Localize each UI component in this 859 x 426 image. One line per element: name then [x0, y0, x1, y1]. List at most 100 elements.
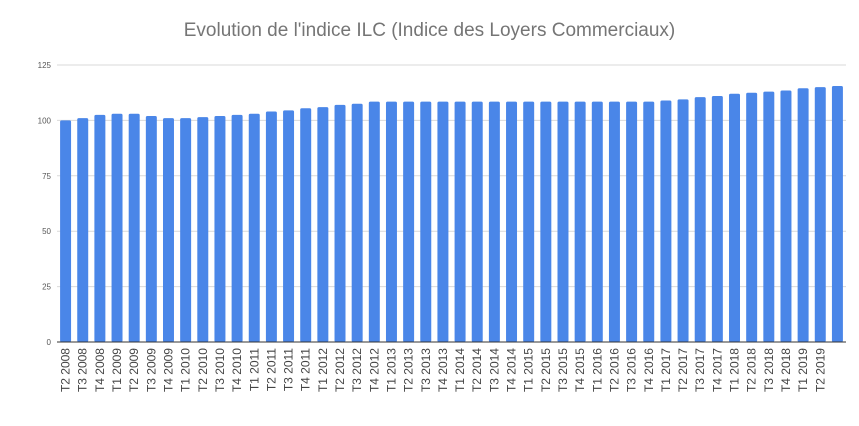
x-tick-label: T1 2009: [110, 348, 124, 392]
y-tick-label: 25: [42, 283, 51, 292]
x-tick-label: T3 2009: [144, 348, 158, 392]
x-tick-label: T4 2017: [710, 348, 724, 392]
bar: [814, 87, 826, 342]
bar: [574, 101, 586, 343]
bar: [797, 88, 809, 342]
x-tick-label: T3 2018: [762, 348, 776, 392]
bar: [300, 108, 312, 342]
bar: [111, 113, 123, 342]
x-tick-label: T2 2010: [196, 348, 210, 392]
bar: [746, 92, 758, 342]
bar: [145, 115, 157, 342]
bar: [677, 99, 689, 343]
bar: [94, 114, 106, 342]
bar: [385, 101, 397, 343]
bar: [488, 101, 500, 343]
x-tick-label: T1 2014: [453, 348, 467, 392]
bar: [626, 101, 638, 343]
x-tick-label: T2 2019: [813, 348, 827, 392]
bar: [403, 101, 415, 343]
bar: [214, 115, 226, 342]
bar: [420, 101, 432, 343]
y-tick-label: 100: [38, 116, 52, 125]
bar: [128, 113, 140, 342]
bar: [831, 86, 843, 342]
bar: [437, 101, 449, 343]
bar: [60, 120, 72, 343]
x-tick-label: T2 2014: [470, 348, 484, 392]
x-tick-label: T3 2013: [419, 348, 433, 392]
bar: [197, 117, 209, 343]
bar: [660, 100, 672, 343]
x-tick-label: T1 2013: [384, 348, 398, 392]
x-tick-label: T2 2008: [59, 348, 73, 392]
y-tick-label: 0: [47, 338, 52, 347]
x-tick-label: T1 2012: [316, 348, 330, 392]
bar: [180, 118, 192, 343]
x-tick-label: T4 2011: [299, 348, 313, 391]
bar: [265, 111, 277, 342]
bar: [711, 96, 723, 342]
x-tick-label: T2 2009: [127, 348, 141, 392]
bar: [231, 114, 243, 342]
bar: [283, 110, 295, 342]
x-tick-label: T1 2015: [522, 348, 536, 392]
x-tick-label: T4 2013: [436, 348, 450, 392]
bar: [334, 104, 346, 342]
x-tick-label: T3 2016: [625, 348, 639, 392]
x-tick-label: T2 2011: [264, 348, 278, 391]
bar: [317, 107, 329, 342]
x-tick-label: T1 2018: [728, 348, 742, 392]
bar: [694, 97, 706, 342]
x-tick-label: T2 2018: [745, 348, 759, 392]
x-tick-label: T3 2012: [350, 348, 364, 392]
x-tick-label: T4 2012: [367, 348, 381, 392]
bar: [351, 103, 363, 342]
x-tick-label: T3 2017: [693, 348, 707, 392]
bar: [780, 90, 792, 342]
y-tick-label: 75: [42, 172, 51, 181]
bar: [163, 118, 174, 343]
x-tick-label: T3 2011: [282, 348, 296, 391]
bar: [77, 118, 89, 343]
x-tick-label: T2 2013: [402, 348, 416, 392]
bar: [368, 101, 380, 343]
bar: [471, 101, 483, 343]
bar: [608, 101, 620, 343]
x-tick-label: T1 2017: [659, 348, 673, 392]
bar: [591, 101, 603, 343]
x-tick-label: T2 2015: [539, 348, 553, 392]
x-tick-label: T1 2016: [590, 348, 604, 392]
bar: [540, 101, 552, 343]
bar: [506, 101, 518, 343]
bar: [729, 93, 740, 342]
bar: [454, 101, 466, 343]
bar: [248, 113, 260, 342]
x-tick-label: T3 2015: [556, 348, 570, 392]
y-tick-label: 50: [42, 227, 51, 236]
bar: [763, 91, 775, 342]
y-tick-label: 125: [38, 61, 52, 70]
x-tick-label: T4 2008: [93, 348, 107, 392]
x-tick-label: T1 2010: [179, 348, 193, 392]
bar: [523, 101, 535, 343]
x-tick-label: T3 2008: [76, 348, 90, 392]
x-tick-label: T1 2011: [247, 348, 261, 391]
x-tick-label: T2 2012: [333, 348, 347, 392]
x-tick-label: T4 2014: [505, 348, 519, 392]
x-tick-label: T4 2009: [161, 348, 175, 392]
x-tick-label: T2 2017: [676, 348, 690, 392]
x-tick-label: T1 2019: [796, 348, 810, 392]
bar: [643, 101, 655, 343]
bar: [557, 101, 569, 343]
chart-title: Evolution de l'indice ILC (Indice des Lo…: [183, 20, 676, 41]
x-tick-label: T2 2016: [607, 348, 621, 392]
x-tick-label: T4 2010: [230, 348, 244, 392]
x-tick-label: T4 2015: [573, 348, 587, 392]
x-tick-label: T3 2014: [487, 348, 501, 392]
x-tick-label: T4 2016: [642, 348, 656, 392]
x-tick-label: T3 2010: [213, 348, 227, 392]
x-tick-label: T4 2018: [779, 348, 793, 392]
